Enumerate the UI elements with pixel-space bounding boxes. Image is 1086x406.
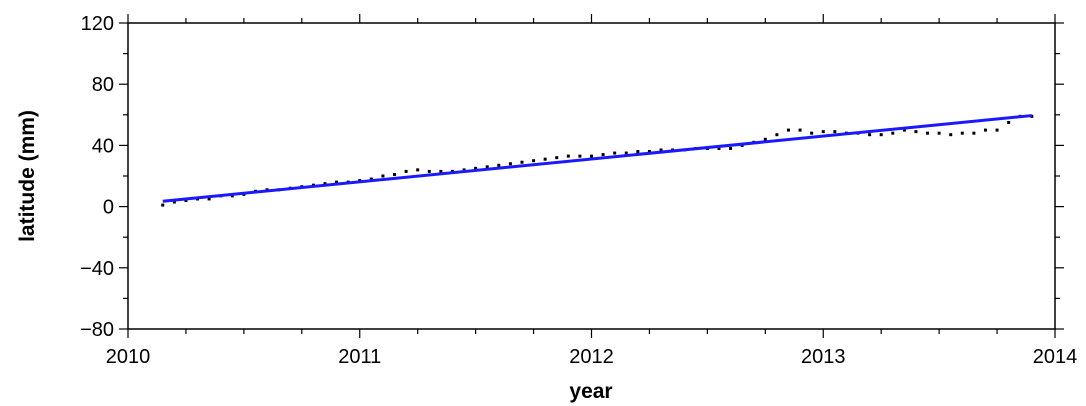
data-point	[624, 151, 628, 155]
data-point	[566, 154, 570, 158]
data-point	[613, 151, 617, 155]
y-tick-label: 0	[103, 197, 114, 219]
data-point	[914, 130, 918, 134]
data-point	[520, 160, 524, 164]
y-axis: −80 −40 0 40 80 120	[80, 13, 1064, 341]
data-point	[647, 150, 651, 154]
data-point	[995, 128, 999, 132]
data-point	[763, 137, 767, 141]
data-point	[717, 146, 721, 150]
data-point	[902, 128, 906, 132]
y-tick-label: −40	[80, 258, 114, 280]
data-point	[485, 165, 489, 169]
data-point	[508, 162, 512, 166]
data-point	[983, 128, 987, 132]
data-point	[972, 131, 976, 135]
data-point	[1007, 120, 1011, 124]
y-tick-label: −80	[80, 319, 114, 341]
data-point	[462, 168, 466, 172]
y-tick-label: 80	[92, 74, 114, 96]
x-tick-label: 2014	[1033, 346, 1078, 368]
plot-area	[128, 23, 1055, 329]
x-axis-title: year	[569, 380, 612, 403]
data-point	[926, 131, 930, 135]
x-tick-label: 2011	[338, 346, 381, 368]
data-point	[161, 203, 165, 207]
data-point	[601, 153, 605, 157]
fit-line-layer	[162, 114, 1032, 203]
data-point	[543, 157, 547, 161]
x-tick-label: 2010	[106, 346, 151, 368]
data-point	[937, 131, 941, 135]
data-point	[555, 156, 559, 160]
data-point	[659, 148, 663, 152]
data-point	[172, 200, 176, 204]
data-point	[416, 168, 420, 172]
data-point	[729, 146, 733, 150]
data-point	[879, 133, 883, 137]
x-tick-label: 2012	[569, 346, 614, 368]
data-point	[404, 169, 408, 173]
x-axis: 2010 2011 2012 2013 2014	[106, 14, 1078, 368]
data-point	[393, 172, 397, 176]
y-tick-label: 120	[81, 13, 114, 35]
data-point	[810, 131, 814, 135]
data-point	[636, 150, 640, 154]
data-point	[868, 133, 872, 137]
data-point	[960, 131, 964, 135]
data-point	[590, 154, 593, 158]
data-point	[786, 128, 790, 132]
data-point	[497, 163, 501, 167]
data-point	[891, 131, 895, 135]
data-point	[427, 169, 431, 173]
x-tick-label: 2013	[801, 346, 846, 368]
data-point	[532, 159, 536, 163]
data-point	[821, 130, 825, 134]
y-tick-label: 40	[92, 135, 114, 157]
data-point	[323, 182, 327, 186]
data-point	[775, 133, 779, 137]
data-point	[335, 180, 339, 184]
data-point	[474, 166, 478, 170]
data-point	[578, 154, 582, 158]
scatter-points-layer	[161, 114, 1034, 207]
data-point	[184, 198, 188, 202]
data-point	[439, 169, 443, 173]
data-point	[207, 197, 211, 201]
data-point	[949, 133, 953, 137]
data-point	[381, 174, 385, 178]
data-point	[833, 130, 837, 134]
trend-line	[162, 114, 1032, 203]
data-point	[798, 128, 802, 132]
y-axis-title: latitude (mm)	[16, 110, 39, 242]
data-point	[369, 177, 373, 181]
